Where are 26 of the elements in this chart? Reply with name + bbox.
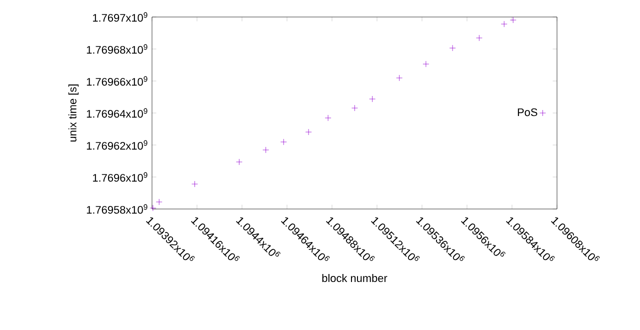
y-tick-label: 1.7697x10$^{9}$ — [93, 12, 148, 22]
point — [396, 74, 403, 82]
legend-label: PoS — [518, 108, 538, 116]
point — [449, 44, 456, 52]
y-tick-label: 1.76964x10$^{9}$ — [86, 108, 148, 118]
point — [192, 180, 198, 188]
point — [476, 34, 482, 42]
y-axis-title: unix time [s] — [68, 84, 79, 142]
point — [500, 20, 508, 28]
point — [262, 146, 270, 154]
y-tick-label: 1.76958x10$^{9}$ — [86, 204, 148, 214]
point — [352, 104, 358, 112]
point — [324, 114, 332, 122]
point — [150, 204, 156, 212]
y-tick-label: 1.7696x10$^{9}$ — [93, 172, 148, 182]
point — [369, 96, 376, 102]
point — [280, 138, 287, 146]
point — [156, 198, 162, 206]
x-axis-title: block number — [322, 274, 388, 282]
y-tick-label: 1.76966x10$^{9}$ — [86, 76, 148, 86]
point — [305, 128, 312, 136]
point — [510, 16, 516, 24]
y-tick-label: 1.76968x10$^{9}$ — [86, 44, 148, 54]
point — [236, 158, 242, 166]
point — [422, 60, 430, 68]
y-tick-label: 1.76962x10$^{9}$ — [86, 140, 148, 150]
